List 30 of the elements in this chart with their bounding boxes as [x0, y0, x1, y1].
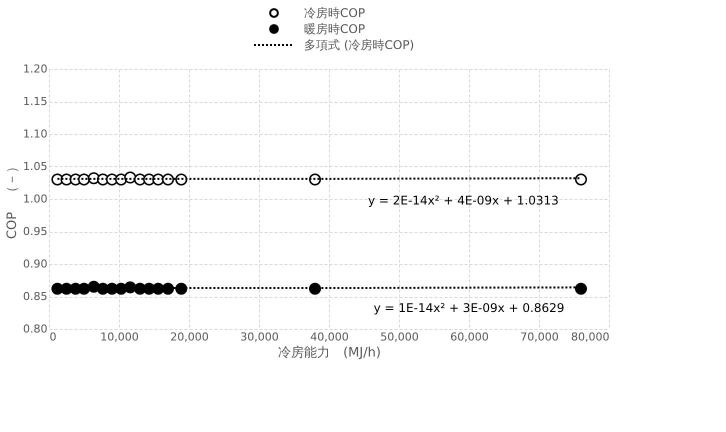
y-tick-label: 1.20 [23, 62, 48, 76]
annotation: y = 1E-14x² + 3E-09x + 0.8629 [374, 301, 564, 316]
legend-label: 多項式 (冷房時COP) [304, 38, 414, 52]
x-tick-label: 70,000 [520, 330, 559, 344]
x-tick-label: 20,000 [170, 330, 209, 344]
y-tick-label: 0.85 [23, 290, 48, 303]
x-tick-label: 40,000 [310, 330, 349, 344]
x-tick-label: 30,000 [240, 330, 279, 344]
legend-label: 冷房時COP [304, 6, 366, 20]
point [175, 282, 188, 295]
legend-label: 暖房時COP [304, 22, 366, 36]
x-tick-label: 50,000 [380, 330, 419, 344]
point [575, 174, 587, 186]
y-tick-label: 0.90 [23, 258, 48, 270]
x-tick-label: 80,000 [571, 330, 610, 344]
y-tick-label: 0.95 [23, 225, 48, 238]
y-axis-title: COP （－） [5, 160, 20, 240]
y-tick-label: 1.10 [23, 128, 48, 140]
annotation: y = 2E-14x² + 4E-09x + 1.0313 [368, 193, 559, 208]
x-tick-label: 10,000 [100, 330, 139, 344]
point [162, 282, 174, 295]
point [309, 282, 321, 295]
point [575, 282, 587, 295]
y-tick-label: 1.15 [23, 95, 48, 108]
y-tick-label: 1.05 [23, 160, 48, 173]
y-tick-label: 0.80 [23, 322, 48, 336]
x-tick-label: 0 [50, 330, 56, 344]
y-tick-label: 1.00 [23, 192, 48, 206]
x-tick-label: 60,000 [450, 330, 489, 344]
x-axis-title: 冷房能力 (MJ/h) [278, 344, 381, 360]
